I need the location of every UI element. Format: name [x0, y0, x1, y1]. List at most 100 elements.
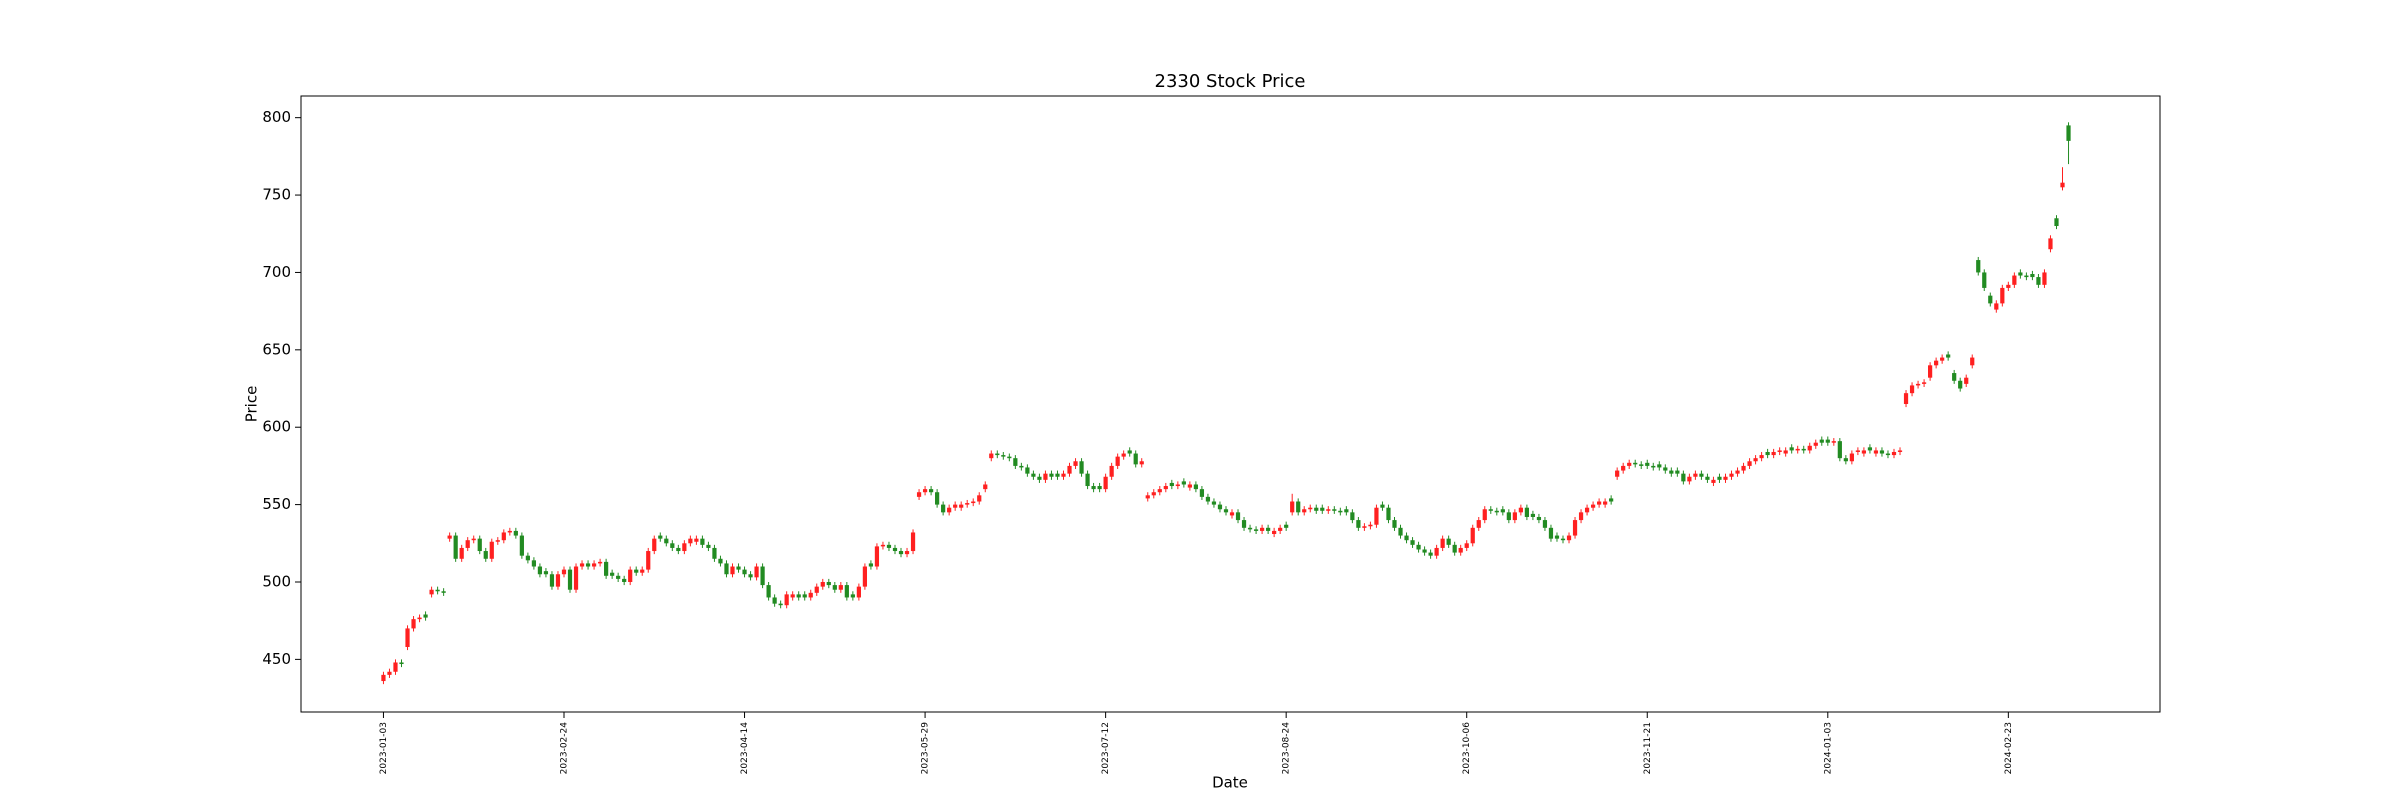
candle-body: [1807, 445, 1812, 451]
candle-body: [1440, 538, 1445, 548]
candle-body: [1109, 465, 1114, 477]
candle-body: [1783, 450, 1788, 454]
candle-body: [1482, 509, 1487, 521]
candle-body: [778, 603, 783, 606]
candle-body: [1356, 520, 1361, 528]
candle-body: [2036, 277, 2041, 285]
candle-body: [1753, 458, 1758, 462]
y-tick-label: 650: [262, 340, 291, 358]
candle-body: [1627, 462, 1632, 466]
plot-frame: [300, 95, 2161, 713]
candle-body: [1368, 524, 1373, 527]
candle-body: [1259, 527, 1265, 531]
candle-body: [1494, 510, 1499, 513]
candle-body: [561, 569, 567, 575]
candle-body: [1025, 467, 1030, 474]
y-tick-label: 500: [262, 572, 291, 590]
candle-body: [1603, 501, 1608, 505]
candle-body: [501, 532, 506, 541]
candle-body: [1801, 448, 1806, 451]
candle-body: [706, 544, 711, 548]
candle-body: [1566, 535, 1572, 541]
candle-body: [892, 547, 898, 552]
candle-body: [1326, 509, 1331, 511]
candle-body: [1007, 456, 1012, 459]
candle-body: [555, 574, 561, 587]
candle-body: [1458, 547, 1463, 553]
candle-body: [1777, 450, 1782, 452]
candle-body: [790, 594, 795, 598]
candle-body: [1687, 476, 1692, 482]
candle-body: [1584, 507, 1590, 513]
candle-body: [1903, 393, 1909, 404]
candle-body: [495, 540, 500, 542]
candle-body: [898, 551, 904, 555]
candle-body: [1428, 552, 1433, 556]
candle-body: [1765, 451, 1770, 456]
candle-body: [1308, 507, 1313, 510]
candle-body: [1506, 512, 1511, 521]
candle-body: [826, 581, 831, 586]
candle-body: [1837, 441, 1842, 459]
candle-body: [1019, 465, 1024, 468]
candle-body: [1928, 365, 1933, 378]
candle-body: [742, 569, 747, 575]
candle-body: [1097, 486, 1102, 490]
candle-body: [1994, 303, 1999, 310]
candle-body: [1861, 450, 1867, 454]
candle-body: [435, 589, 440, 592]
y-tick-label: 700: [262, 263, 291, 281]
candle-body: [2030, 273, 2035, 278]
candle-body: [1163, 486, 1168, 490]
x-tick-label: 2023-07-12: [1101, 722, 1111, 774]
candle-body: [1542, 520, 1548, 528]
candle-body: [868, 563, 874, 567]
candle-body: [1855, 450, 1860, 452]
candle-body: [959, 504, 964, 508]
x-tick-label: 2024-01-03: [1823, 722, 1833, 774]
candle-body: [838, 585, 843, 590]
candle-body: [1272, 530, 1277, 535]
candle-body: [664, 538, 669, 544]
candle-body: [1639, 464, 1644, 466]
candle-body: [1735, 470, 1740, 474]
candle-body: [1115, 456, 1120, 466]
x-tick-label: 2023-11-21: [1643, 722, 1653, 774]
candle-body: [941, 504, 946, 513]
candle-body: [802, 594, 807, 598]
candle-body: [525, 555, 530, 561]
candle-body: [1452, 544, 1457, 553]
candle-body: [1560, 538, 1566, 541]
candle-body: [947, 507, 952, 513]
candle-body: [1946, 354, 1951, 358]
candle-body: [1512, 512, 1517, 521]
candle-body: [1747, 461, 1752, 466]
y-tick-label: 450: [262, 650, 291, 668]
candle-body: [772, 597, 777, 604]
candle-body: [459, 547, 464, 559]
candle-body: [628, 569, 633, 582]
candle-body: [1825, 439, 1830, 443]
candle-body: [1085, 473, 1090, 487]
candle-body: [1651, 465, 1656, 468]
candle-body: [411, 619, 416, 629]
candle-body: [2066, 125, 2071, 141]
candle-body: [1151, 492, 1156, 496]
candle-body: [1031, 473, 1036, 477]
candle-body: [2012, 275, 2017, 285]
candle-body: [965, 503, 970, 505]
candle-body: [1621, 465, 1626, 471]
candle-body: [1669, 470, 1674, 474]
candle-body: [652, 538, 657, 552]
candle-body: [507, 530, 512, 533]
candle-body: [622, 578, 627, 582]
candle-body: [1181, 481, 1186, 485]
candle-body: [616, 575, 621, 579]
candle-body: [585, 563, 591, 567]
candle-body: [2042, 272, 2047, 285]
candle-body: [904, 551, 910, 555]
candle-body: [1073, 461, 1078, 466]
candle-body: [1488, 509, 1493, 511]
